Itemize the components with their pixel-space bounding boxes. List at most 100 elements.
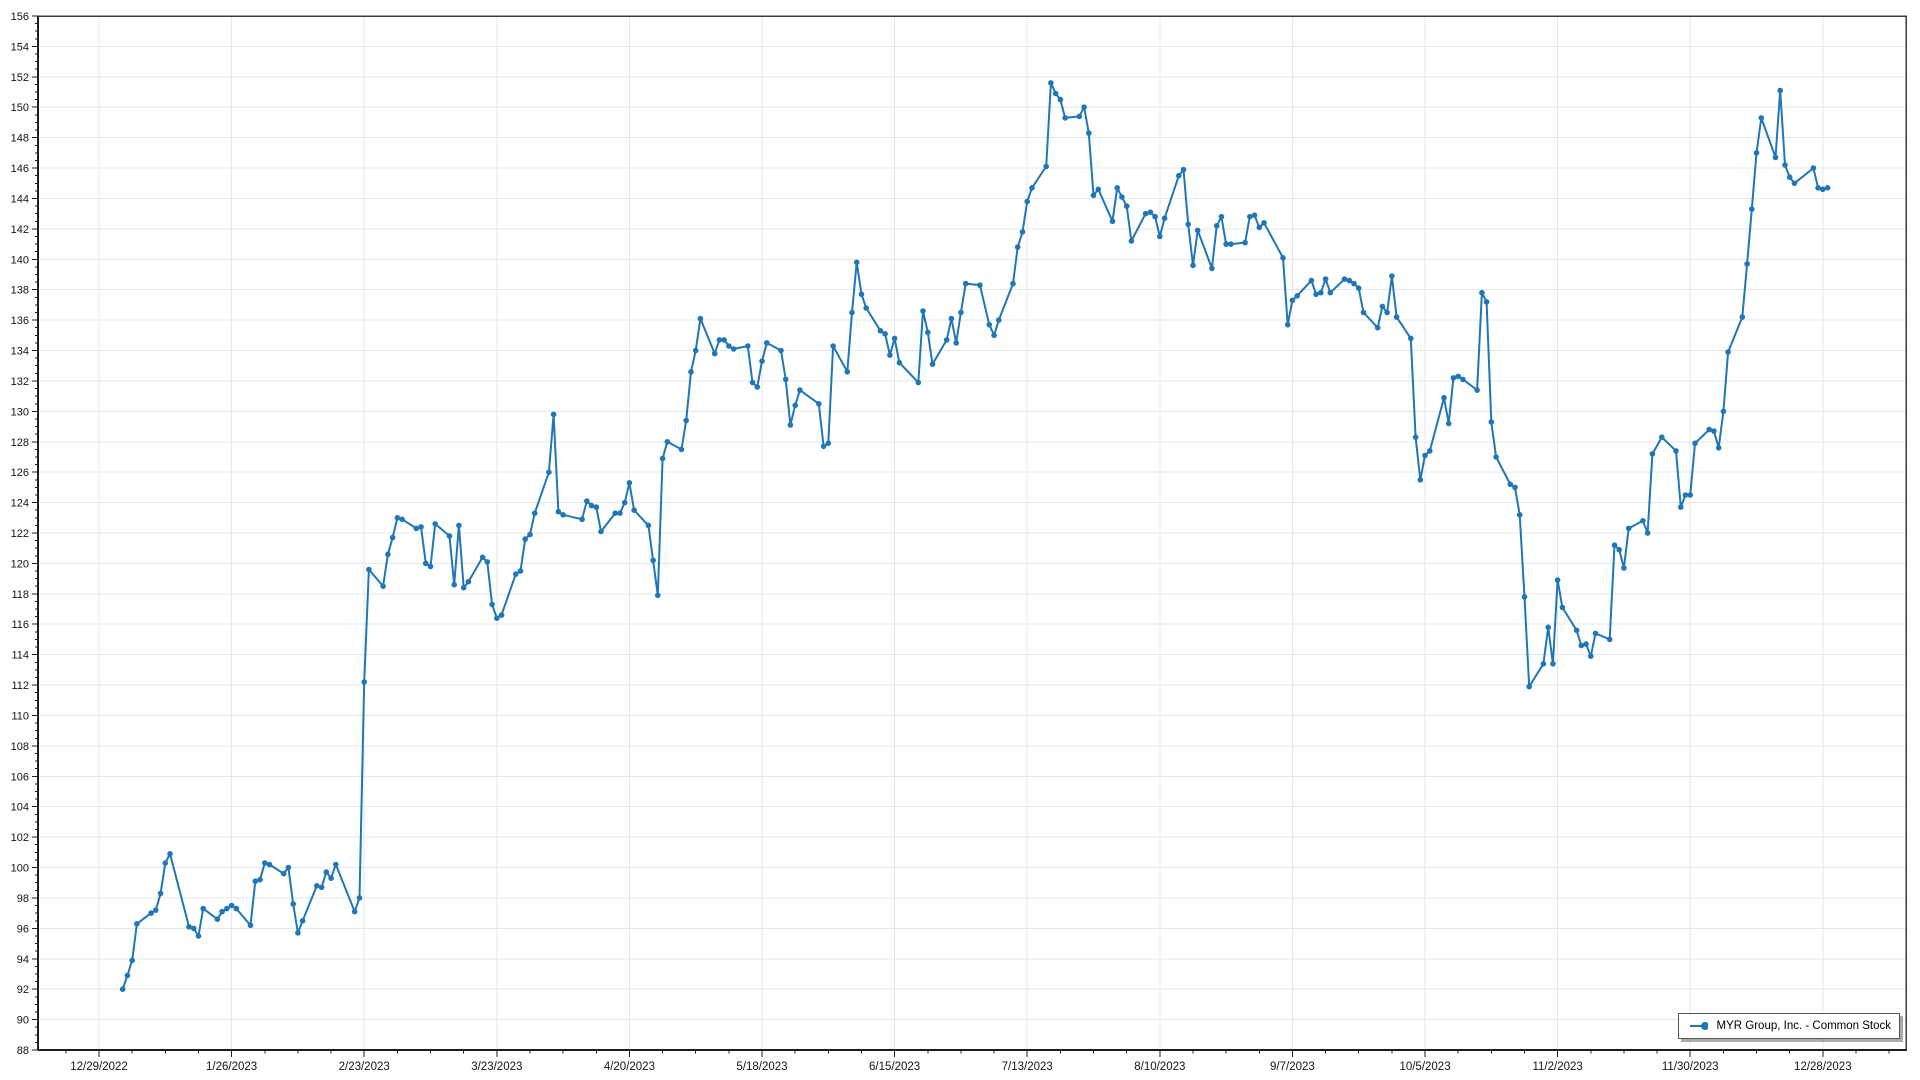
data-point-marker [399, 516, 405, 523]
data-point-marker [1417, 477, 1424, 483]
y-tick-label: 90 [17, 1015, 29, 1027]
data-point-marker [1251, 212, 1258, 218]
data-point-marker [1692, 440, 1698, 447]
data-point-marker [1142, 210, 1149, 217]
data-point-marker [1427, 448, 1433, 454]
data-point-marker [1460, 376, 1466, 383]
data-point-marker [1119, 194, 1125, 200]
data-point-marker [1526, 683, 1532, 690]
data-point-marker [1720, 408, 1727, 415]
data-point-marker [1043, 163, 1049, 170]
y-tick-label: 152 [11, 72, 29, 84]
data-point-marker [1157, 233, 1163, 240]
series-line [121, 81, 1829, 991]
data-point-marker [1772, 154, 1779, 161]
data-point-marker [1062, 115, 1068, 121]
y-tick-label: 138 [11, 285, 29, 297]
data-point-marker [186, 924, 192, 930]
data-point-marker [167, 851, 173, 857]
y-tick-label: 104 [11, 802, 29, 814]
y-tick-label: 112 [11, 680, 29, 692]
data-point-marker [460, 584, 467, 591]
data-point-marker [584, 498, 590, 504]
legend-series-marker-icon [1690, 1022, 1708, 1030]
data-point-marker [153, 907, 159, 913]
data-point-marker [527, 531, 533, 538]
data-point-marker [925, 329, 931, 336]
data-point-marker [688, 369, 694, 375]
data-point-marker [1123, 203, 1130, 209]
data-point-marker [711, 350, 718, 357]
y-tick-label: 144 [11, 193, 29, 205]
data-point-marker [1422, 452, 1428, 459]
data-point-marker [1114, 185, 1120, 191]
data-point-marker [389, 534, 396, 541]
data-point-marker [1673, 448, 1679, 454]
data-point-marker [1592, 630, 1599, 637]
data-point-marker [1147, 209, 1154, 215]
data-point-marker [1256, 224, 1263, 231]
data-point-marker [1090, 192, 1097, 199]
data-point-marker [432, 521, 439, 527]
data-point-marker [148, 910, 154, 916]
data-point-marker [730, 346, 737, 352]
data-point-marker [513, 571, 519, 577]
data-point-marker [1408, 335, 1414, 342]
data-point-marker [1753, 150, 1760, 156]
data-point-marker [1455, 373, 1461, 380]
data-point-marker [1261, 220, 1267, 226]
data-point-marker [1284, 321, 1291, 328]
data-point-marker [1209, 265, 1215, 272]
data-point-marker [366, 566, 372, 573]
data-point-marker [484, 559, 491, 565]
data-point-marker [200, 905, 206, 912]
data-point-marker [228, 902, 235, 909]
data-point-marker [1318, 289, 1324, 296]
data-point-marker [787, 422, 794, 428]
series-myr-group-inc-common-stock [119, 80, 1831, 992]
data-point-marker [612, 510, 618, 516]
data-point-marker [1583, 641, 1589, 647]
y-tick-label: 108 [11, 741, 29, 753]
data-point-marker [579, 516, 585, 523]
legend-box: MYR Group, Inc. - Common Stock [1678, 1013, 1900, 1039]
data-point-marker [333, 861, 339, 868]
data-point-marker [645, 522, 652, 529]
data-point-marker [190, 925, 197, 932]
data-point-marker [853, 259, 860, 266]
data-point-marker [1445, 420, 1452, 427]
data-point-marker [896, 359, 903, 366]
data-point-marker [621, 499, 628, 506]
x-tick-label: 12/29/2022 [70, 1061, 128, 1073]
data-point-marker [1176, 172, 1182, 179]
data-point-marker [659, 455, 666, 462]
data-point-marker [1242, 239, 1248, 246]
y-tick-label: 100 [11, 863, 29, 875]
data-point-marker [380, 583, 386, 589]
data-point-marker [816, 401, 822, 407]
data-point-marker [1682, 492, 1689, 498]
data-point-marker [1450, 375, 1457, 381]
data-point-marker [1791, 180, 1798, 187]
y-tick-label: 130 [11, 406, 29, 418]
data-point-marker [1393, 314, 1400, 320]
data-point-marker [697, 315, 704, 322]
data-point-marker [1384, 309, 1390, 316]
data-point-marker [550, 411, 557, 418]
data-point-marker [1820, 186, 1826, 193]
data-point-marker [1019, 229, 1026, 235]
data-point-marker [1346, 277, 1353, 284]
data-point-marker [252, 878, 259, 884]
data-point-marker [1606, 636, 1613, 643]
data-point-marker [797, 387, 803, 393]
data-point-marker [323, 869, 330, 875]
x-tick-label: 10/5/2023 [1399, 1061, 1450, 1073]
data-point-marker [456, 522, 462, 529]
data-point-marker [1327, 289, 1334, 296]
data-point-marker [1545, 624, 1551, 631]
y-tick-label: 156 [11, 11, 29, 23]
y-tick-label: 92 [17, 984, 29, 996]
data-point-marker [224, 905, 230, 912]
data-point-marker [1029, 185, 1035, 191]
